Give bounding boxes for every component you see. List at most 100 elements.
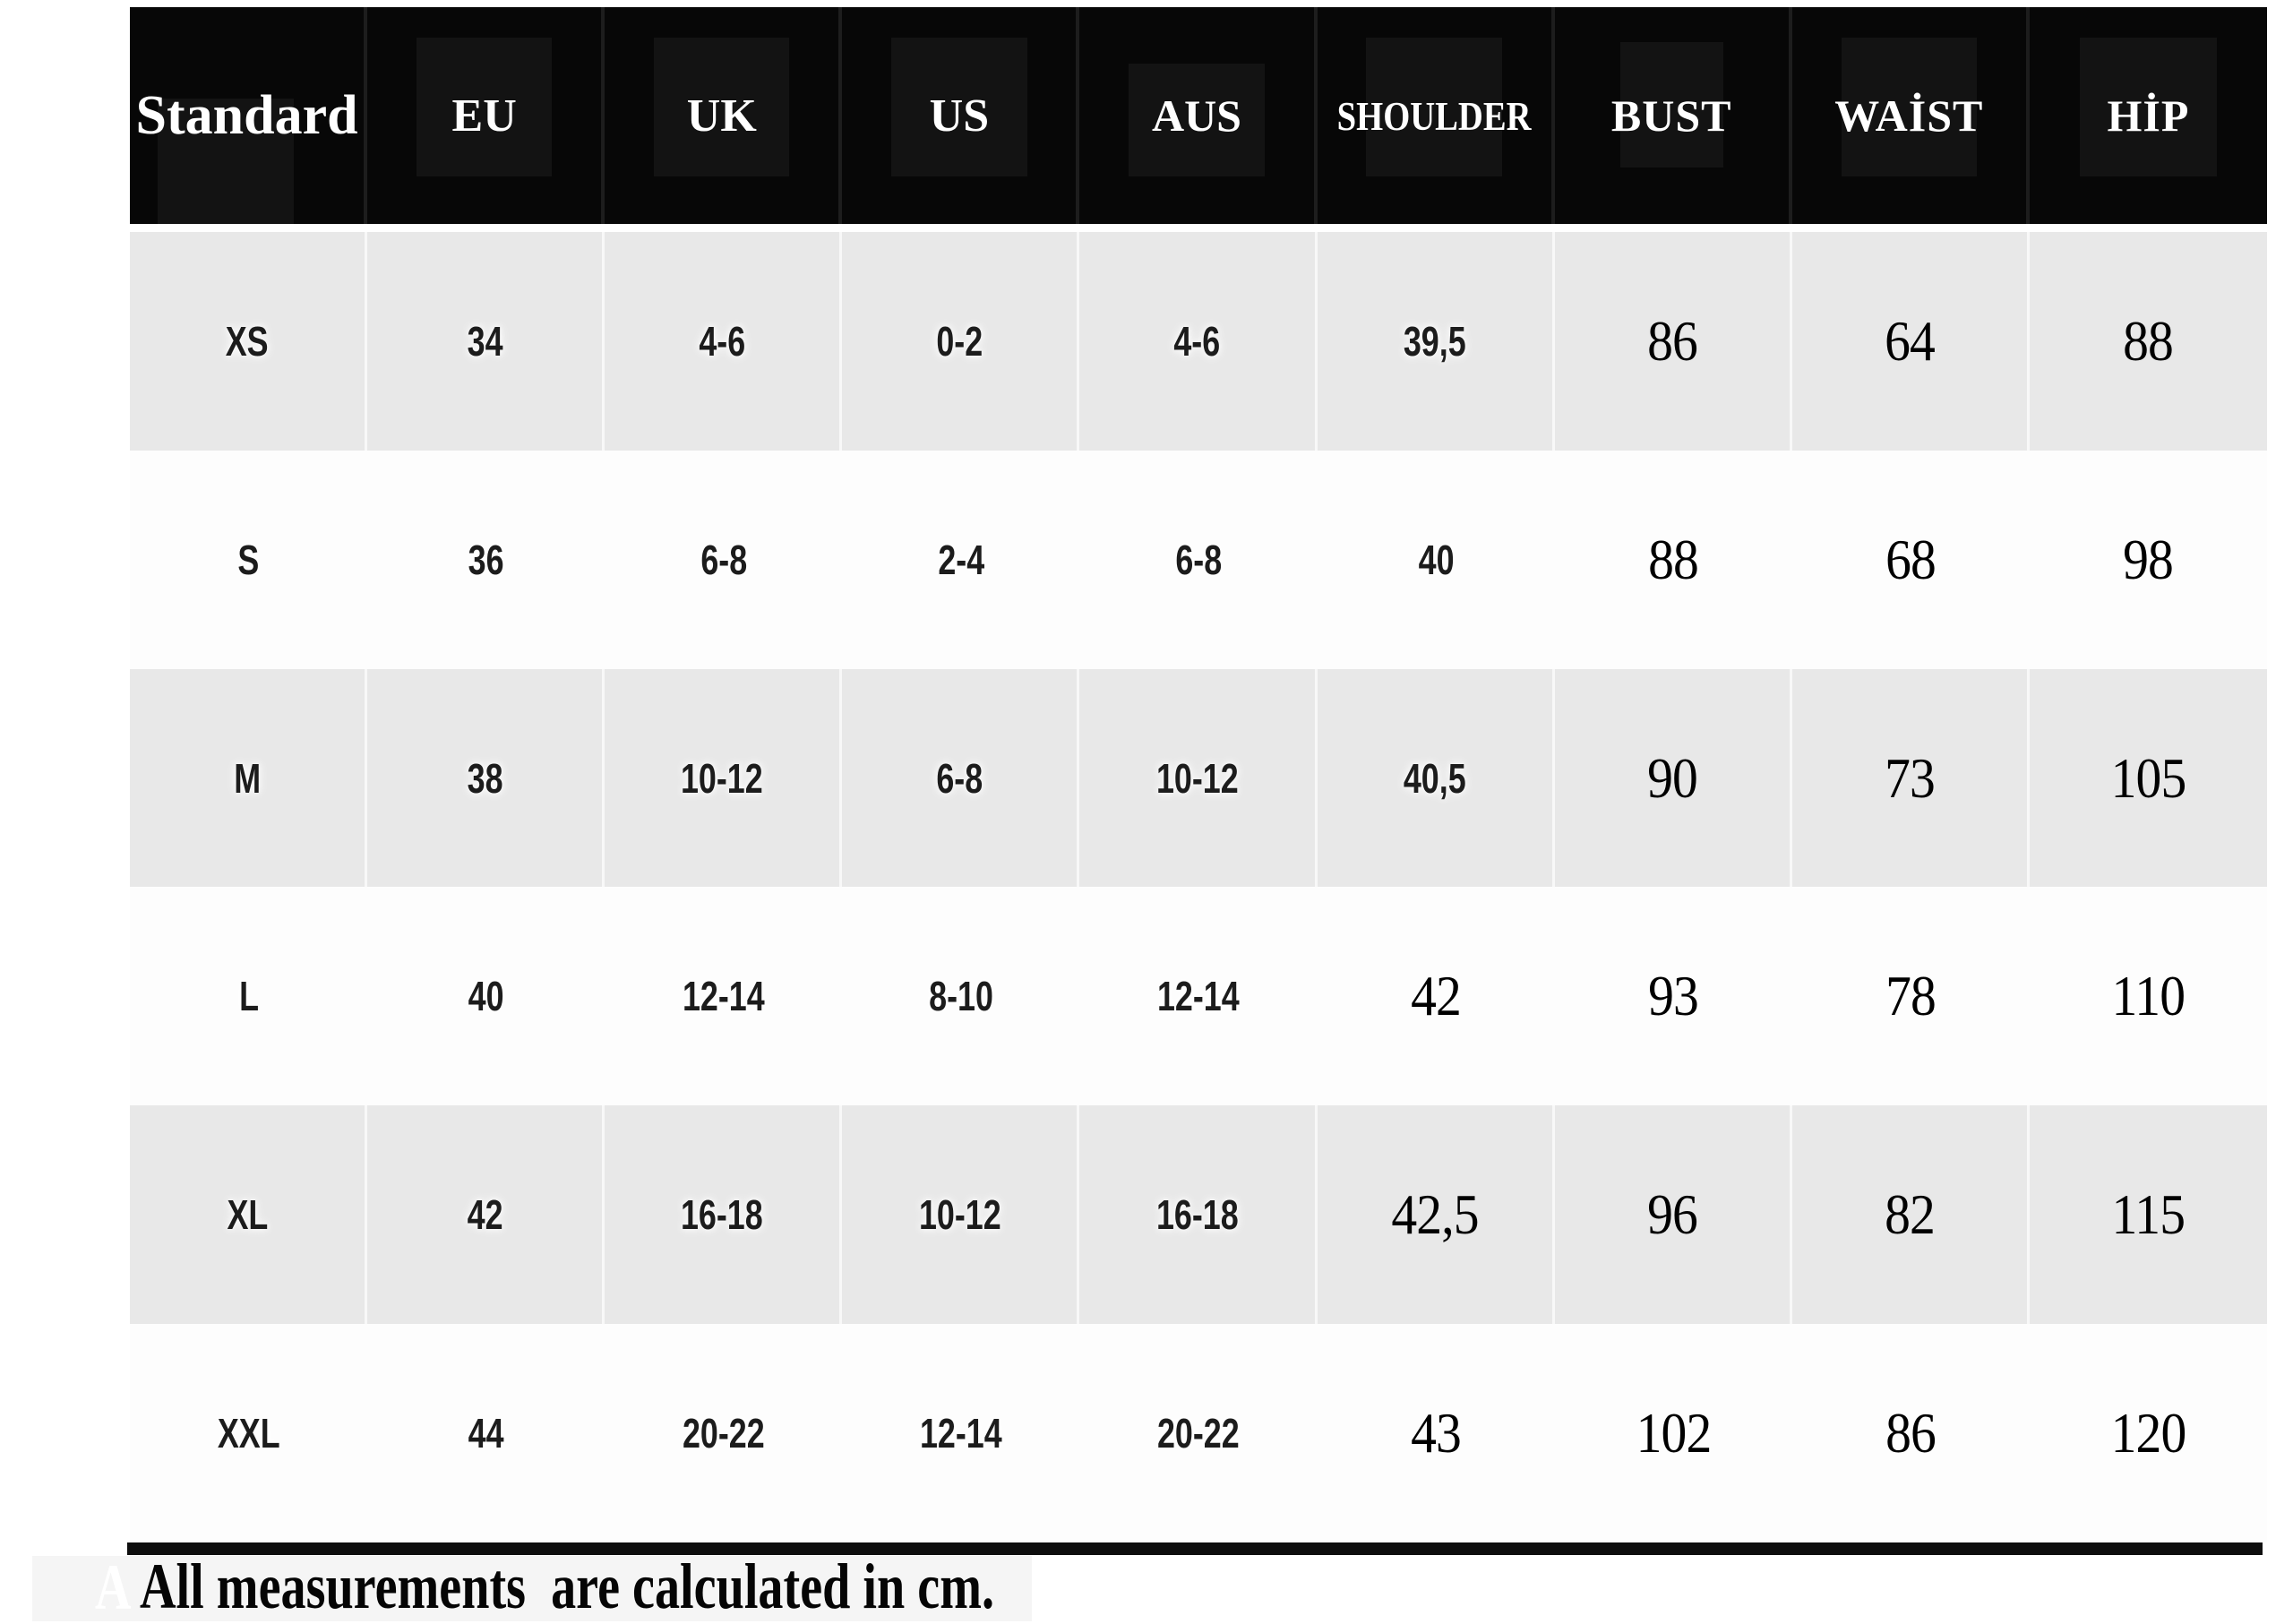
ghost-letter: A bbox=[95, 1551, 132, 1623]
header-label: HİP bbox=[2107, 90, 2190, 141]
table-cell: 4-6 bbox=[605, 232, 843, 451]
cell-value: 10-12 bbox=[681, 754, 764, 802]
cell-value: 102 bbox=[1636, 1401, 1712, 1465]
table-cell: 42 bbox=[367, 1105, 605, 1325]
table-cell: 73 bbox=[1792, 668, 2030, 888]
table-cell: M bbox=[130, 668, 368, 888]
header-label: WAİST bbox=[1834, 90, 1984, 141]
cell-value: 98 bbox=[2123, 527, 2175, 591]
measurements-note: All measurements are calculated in cm. bbox=[140, 1550, 995, 1622]
table-cell: 16-18 bbox=[1079, 1105, 1318, 1325]
table-row-l: L 40 12-14 8-10 12-14 42 93 78 110 bbox=[130, 887, 2267, 1106]
header-label: AUS bbox=[1151, 90, 1241, 141]
table-cell: 34 bbox=[367, 232, 605, 451]
cell-value: 16-18 bbox=[1155, 1191, 1239, 1239]
table-cell: 88 bbox=[1555, 451, 1792, 669]
cell-value: 40 bbox=[1418, 536, 1455, 583]
table-cell: 16-18 bbox=[605, 1105, 843, 1325]
cell-value: 20-22 bbox=[1157, 1410, 1240, 1457]
table-cell: 98 bbox=[2030, 451, 2267, 669]
cell-value: M bbox=[234, 754, 262, 802]
table-cell: 40 bbox=[1318, 451, 1555, 669]
cell-value: 64 bbox=[1884, 308, 1936, 373]
table-cell: XXL bbox=[130, 1324, 367, 1542]
table-cell: 6-8 bbox=[842, 668, 1080, 888]
cell-value: 6-8 bbox=[936, 754, 983, 802]
header-cell-hip: HİP bbox=[2030, 7, 2267, 224]
cell-value: XS bbox=[226, 317, 269, 365]
cell-value: 20-22 bbox=[682, 1410, 765, 1457]
table-cell: 10-12 bbox=[1079, 668, 1318, 888]
cell-value: 2-4 bbox=[937, 536, 984, 583]
table-cell: 68 bbox=[1792, 451, 2030, 669]
table-cell: 38 bbox=[367, 668, 605, 888]
table-cell: 10-12 bbox=[605, 668, 843, 888]
table-cell: 20-22 bbox=[1079, 1324, 1317, 1542]
table-cell: 120 bbox=[2030, 1324, 2267, 1542]
table-cell: XL bbox=[130, 1105, 368, 1325]
table-cell: 64 bbox=[1792, 232, 2030, 451]
cell-value: 42 bbox=[467, 1191, 503, 1239]
table-cell: 90 bbox=[1555, 668, 1792, 888]
cell-value: 4-6 bbox=[699, 317, 746, 365]
cell-value: 39,5 bbox=[1403, 317, 1466, 365]
cell-value: 16-18 bbox=[681, 1191, 764, 1239]
cell-value: 4-6 bbox=[1173, 317, 1221, 365]
header-cell-waist: WAİST bbox=[1792, 7, 2030, 224]
table-cell: 86 bbox=[1555, 232, 1792, 451]
table-cell: S bbox=[130, 451, 367, 669]
table-row-m: M 38 10-12 6-8 10-12 40,5 90 73 105 bbox=[130, 668, 2267, 888]
table-cell: 42 bbox=[1318, 887, 1555, 1105]
cell-value: L bbox=[238, 973, 259, 1020]
cell-value: 93 bbox=[1648, 964, 1699, 1028]
table-cell: 88 bbox=[2030, 232, 2267, 451]
cell-value: 90 bbox=[1646, 745, 1698, 810]
cell-value: 68 bbox=[1885, 527, 1937, 591]
cell-value: 86 bbox=[1885, 1401, 1937, 1465]
cell-value: 120 bbox=[2110, 1401, 2187, 1465]
table-cell: 110 bbox=[2030, 887, 2267, 1105]
cell-value: 42 bbox=[1411, 964, 1462, 1028]
cell-value: 8-10 bbox=[928, 973, 993, 1020]
table-row-xs: XS 34 4-6 0-2 4-6 39,5 86 64 88 bbox=[130, 232, 2267, 451]
header-cell-aus: AUS bbox=[1079, 7, 1318, 224]
table-cell: 12-14 bbox=[1079, 887, 1317, 1105]
table-cell: 36 bbox=[367, 451, 605, 669]
table-cell: 6-8 bbox=[1079, 451, 1317, 669]
table-cell: 12-14 bbox=[842, 1324, 1079, 1542]
table-cell: 8-10 bbox=[842, 887, 1079, 1105]
table-row-xxl: XXL 44 20-22 12-14 20-22 43 102 86 120 bbox=[130, 1324, 2267, 1542]
table-cell: 4-6 bbox=[1079, 232, 1318, 451]
table-cell: L bbox=[130, 887, 367, 1105]
table-cell: 102 bbox=[1555, 1324, 1792, 1542]
cell-value: 88 bbox=[2123, 308, 2175, 373]
cell-value: 82 bbox=[1884, 1182, 1936, 1247]
cell-value: 115 bbox=[2111, 1182, 2186, 1247]
cell-value: 78 bbox=[1885, 964, 1937, 1028]
table-cell: 20-22 bbox=[605, 1324, 842, 1542]
footer-note-band: A All measurements are calculated in cm. bbox=[32, 1551, 1032, 1622]
cell-value: 6-8 bbox=[700, 536, 747, 583]
cell-value: 43 bbox=[1411, 1401, 1462, 1465]
table-row-s: S 36 6-8 2-4 6-8 40 88 68 98 bbox=[130, 450, 2267, 669]
cell-value: 38 bbox=[467, 754, 503, 802]
cell-value: 44 bbox=[468, 1410, 504, 1457]
table-header-row: Standard EU UK US AUS SHOULDER BUST WAİST HİP bbox=[130, 7, 2267, 224]
cell-value: 34 bbox=[467, 317, 503, 365]
cell-value: 86 bbox=[1646, 308, 1698, 373]
cell-value: 12-14 bbox=[919, 1410, 1002, 1457]
header-cell-eu: EU bbox=[367, 7, 605, 224]
table-cell: 96 bbox=[1555, 1105, 1792, 1325]
cell-value: 10-12 bbox=[1155, 754, 1239, 802]
cell-value: 12-14 bbox=[682, 973, 765, 1020]
table-body: XS 34 4-6 0-2 4-6 39,5 86 64 88 S 36 6-8 2-4 6-8 40 88 6… bbox=[130, 232, 2267, 1542]
table-cell: 40 bbox=[367, 887, 605, 1105]
table-cell: 43 bbox=[1318, 1324, 1555, 1542]
table-cell: 39,5 bbox=[1318, 232, 1555, 451]
cell-value: 6-8 bbox=[1175, 536, 1222, 583]
cell-value: XL bbox=[227, 1191, 268, 1239]
cell-value: 105 bbox=[2110, 745, 2187, 810]
table-row-xl: XL 42 16-18 10-12 16-18 42,5 96 82 115 bbox=[130, 1105, 2267, 1325]
cell-value: 88 bbox=[1648, 527, 1699, 591]
cell-value: 42,5 bbox=[1390, 1182, 1479, 1247]
